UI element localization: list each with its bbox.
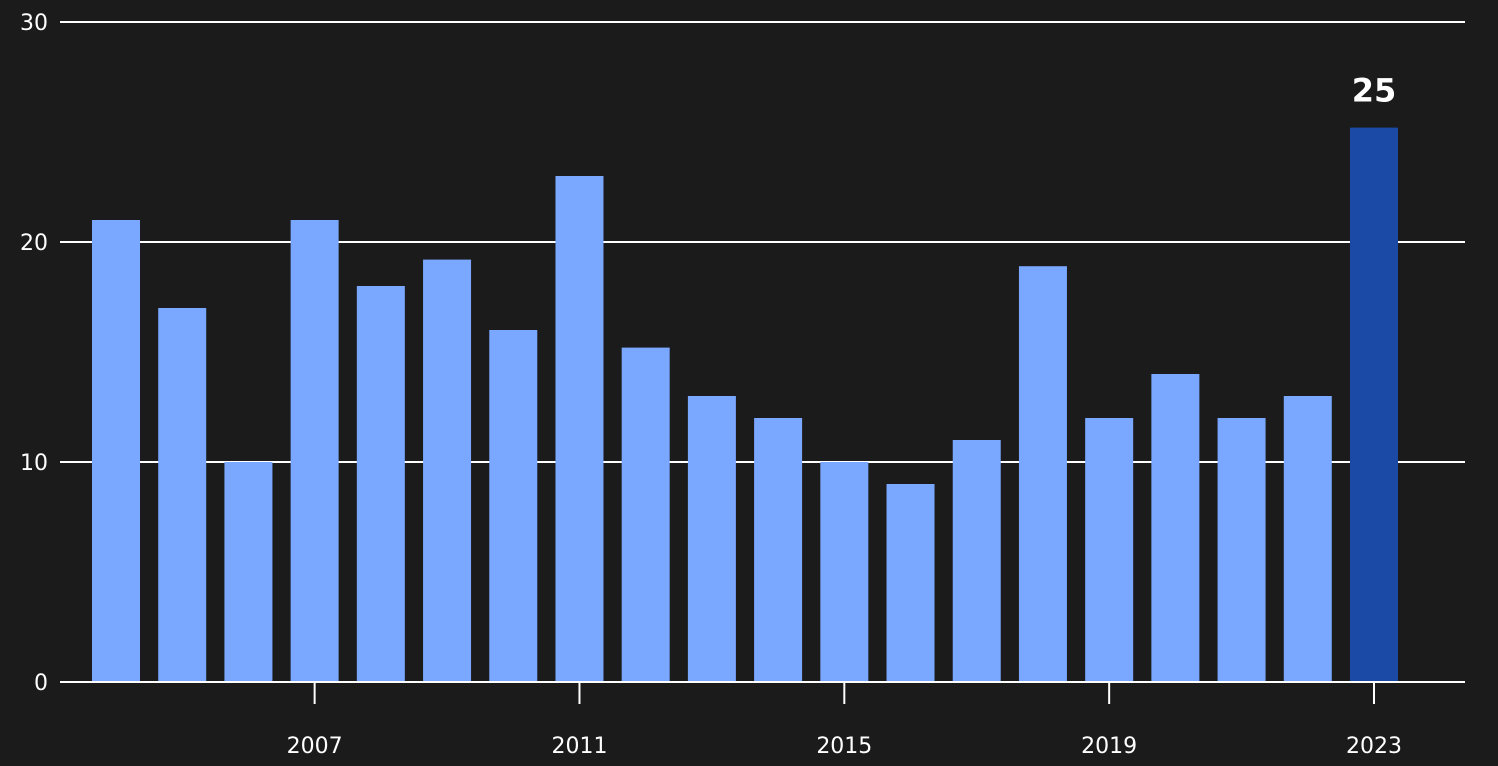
- bar-2015: [820, 462, 869, 682]
- bar-2004: [92, 220, 140, 682]
- bar-2013: [687, 396, 736, 682]
- y-axis-tick-labels: 0 10 20 30: [20, 11, 48, 696]
- bar-2018: [1018, 266, 1067, 682]
- bar-2016: [886, 484, 935, 682]
- bar-2011: [555, 176, 604, 682]
- gridlines: [60, 21, 1465, 463]
- bar-2010: [489, 330, 538, 682]
- bar-2014: [754, 418, 803, 682]
- y-tick-label-10: 10: [20, 451, 48, 476]
- data-labels: 25: [1352, 72, 1397, 110]
- bar-2021: [1217, 418, 1266, 682]
- bar-2007: [290, 220, 339, 682]
- x-tick-label-2015: 2015: [816, 734, 872, 759]
- y-tick-label-20: 20: [20, 231, 48, 256]
- bar-2019: [1085, 418, 1134, 682]
- x-tick-label-2011: 2011: [551, 734, 607, 759]
- x-tick-label-2007: 2007: [287, 734, 343, 759]
- data-label-2023: 25: [1352, 72, 1397, 110]
- bar-2005: [158, 308, 207, 682]
- x-tick-label-2019: 2019: [1081, 734, 1137, 759]
- bar-2012: [621, 347, 670, 682]
- bars: [92, 127, 1398, 683]
- bar-2006: [224, 462, 273, 682]
- bar-2008: [356, 286, 405, 682]
- bar-2009: [423, 259, 472, 682]
- y-tick-label-30: 30: [20, 11, 48, 36]
- y-tick-label-0: 0: [34, 671, 48, 696]
- bar-2017: [952, 440, 1001, 682]
- bar-2023: [1350, 127, 1398, 683]
- x-tick-label-2023: 2023: [1346, 734, 1402, 759]
- bar-2020: [1151, 374, 1200, 682]
- bar-2022: [1283, 396, 1332, 682]
- x-axis-ticks: 2007 2011 2015 2019 2023: [287, 682, 1402, 759]
